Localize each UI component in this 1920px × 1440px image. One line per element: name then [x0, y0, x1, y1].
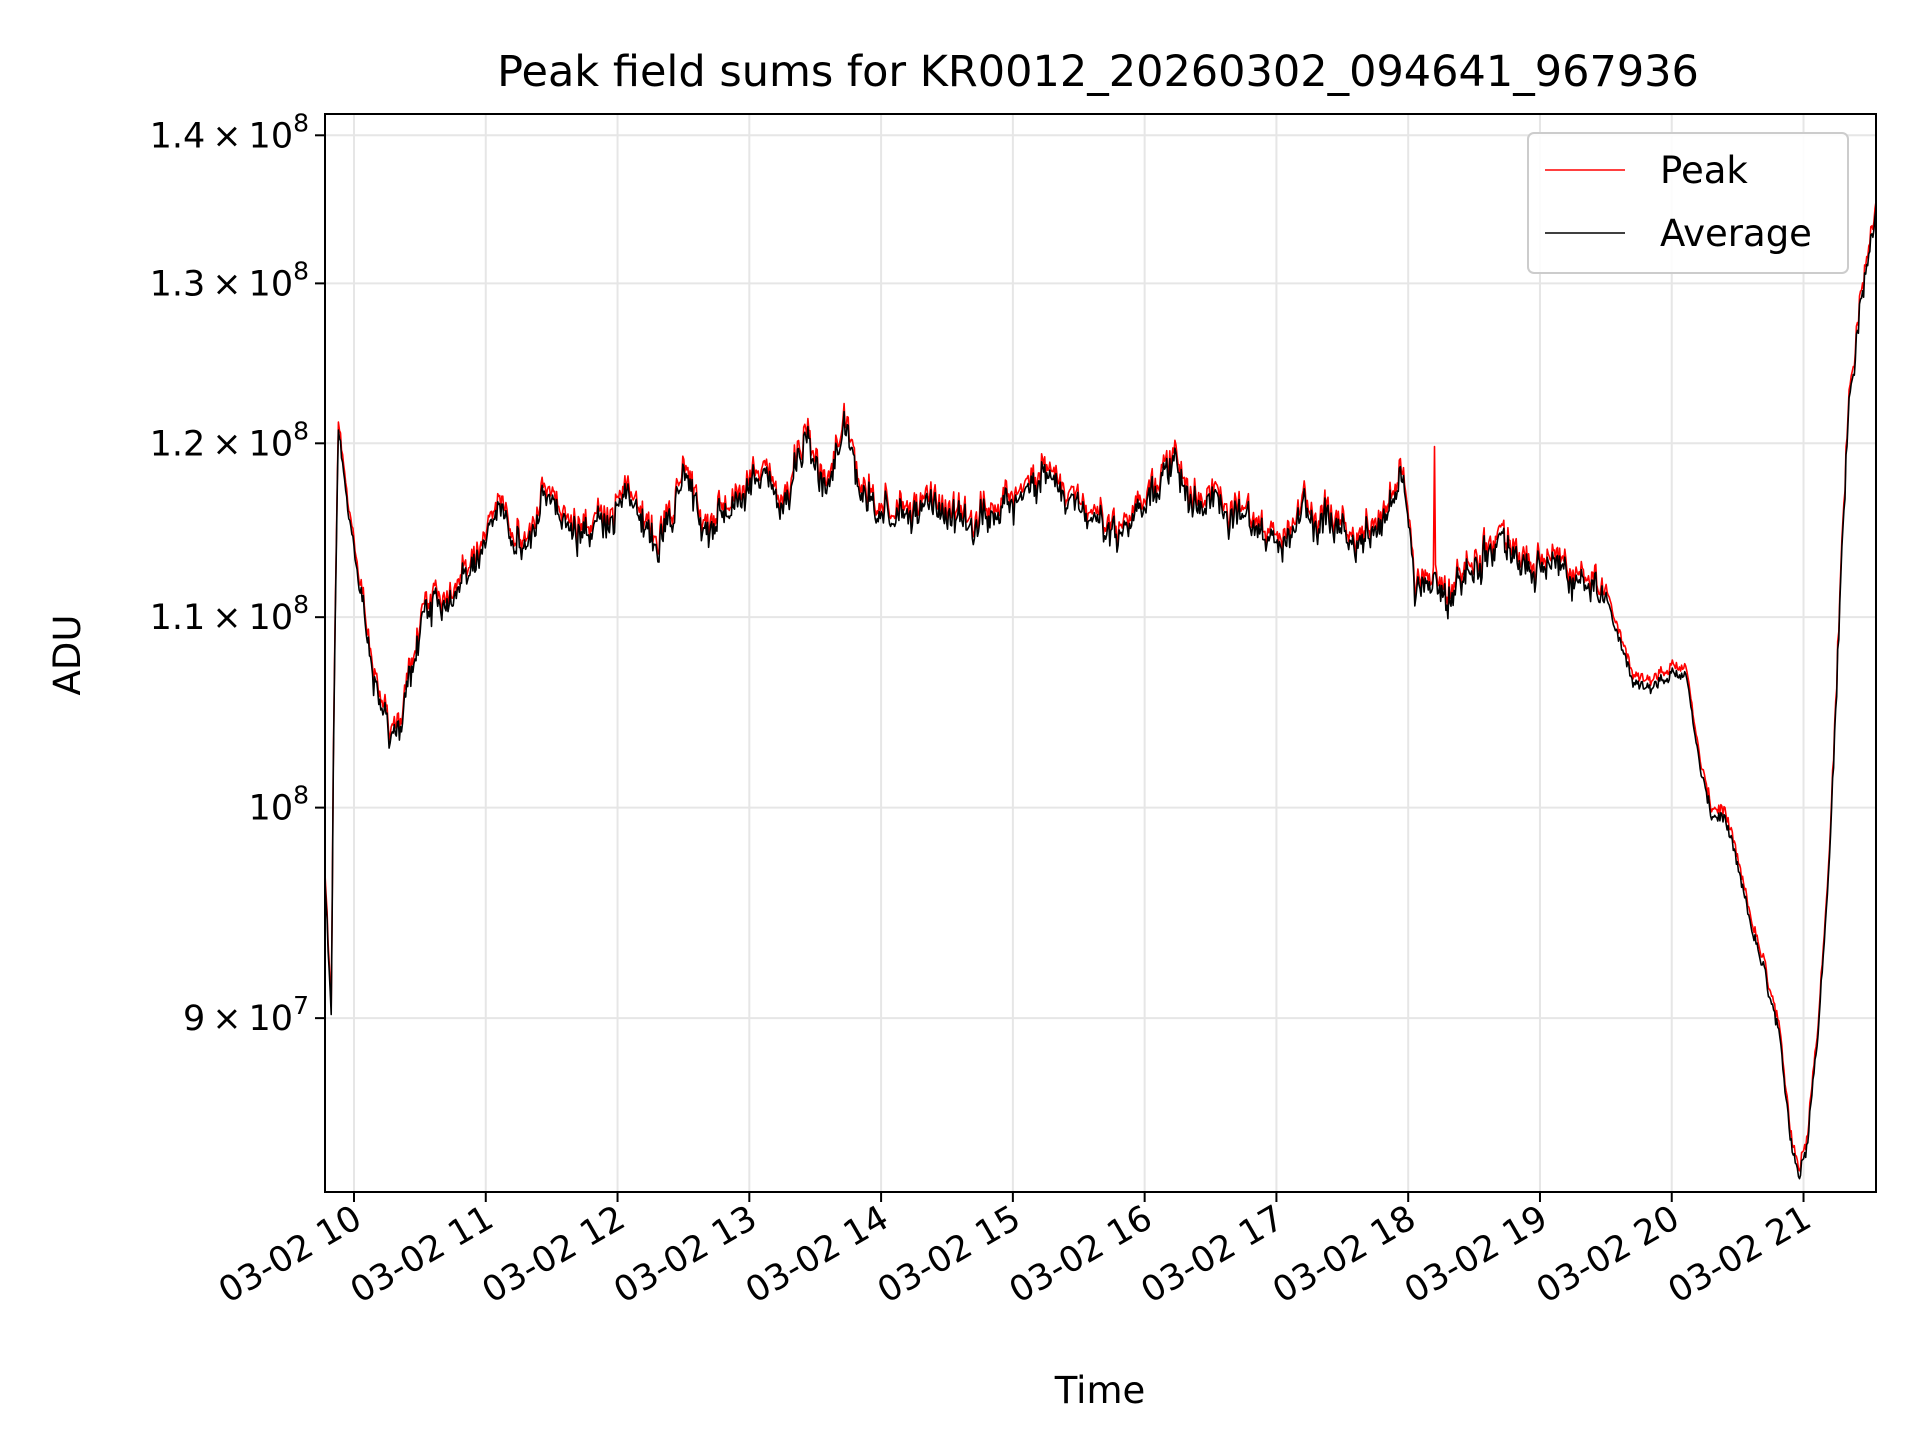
y-axis-label: ADU: [46, 615, 89, 696]
x-tick-label: 03-02 13: [608, 1198, 764, 1311]
legend-box: [1527, 132, 1849, 274]
legend-peak-label: Peak: [1660, 149, 1748, 192]
x-tick-label: 03-02 21: [1662, 1198, 1818, 1311]
x-tick-label: 03-02 10: [212, 1198, 368, 1311]
grid: [325, 114, 1876, 1192]
y-tick-mantissa: 1.3 × 10: [150, 264, 294, 304]
x-tick-label: 03-02 12: [476, 1198, 632, 1311]
x-tick-label: 03-02 14: [739, 1198, 895, 1311]
x-tick-label: 03-02 16: [1003, 1198, 1159, 1311]
y-tick-mantissa: 1.2 × 10: [150, 424, 294, 464]
y-tick-exponent: 8: [293, 590, 309, 619]
y-tick-label: 1.2 × 108: [150, 416, 309, 464]
x-tick-label: 03-02 18: [1266, 1198, 1422, 1311]
y-tick-label: 1.3 × 108: [150, 256, 309, 304]
y-tick-label: 1.1 × 108: [150, 590, 309, 638]
y-tick-label: 9 × 107: [183, 991, 309, 1039]
y-tick-mantissa: 1.4 × 10: [150, 116, 294, 156]
y-tick-mantissa: 1.1 × 10: [150, 598, 294, 638]
y-tick-mantissa: 9 × 10: [183, 999, 293, 1039]
x-tick-label: 03-02 20: [1530, 1198, 1686, 1311]
y-tick-exponent: 8: [293, 416, 309, 445]
series-layer: [324, 201, 1877, 1180]
y-tick-label: 1.4 × 108: [150, 108, 309, 156]
x-tick-label: 03-02 19: [1398, 1198, 1554, 1311]
y-tick-exponent: 8: [293, 781, 309, 810]
x-axis-label: Time: [1054, 1369, 1146, 1412]
chart-title: Peak field sums for KR0012_20260302_0946…: [497, 47, 1699, 97]
y-tick-label: 108: [249, 781, 309, 829]
y-tick-mantissa: 10: [249, 789, 294, 829]
y-tick-exponent: 7: [293, 991, 309, 1020]
series-line-average: [324, 209, 1877, 1180]
x-tick-label: 03-02 11: [344, 1198, 500, 1311]
legend-average-label: Average: [1660, 212, 1812, 255]
legend: Peak Average: [1527, 132, 1849, 274]
plot-frame: [324, 113, 1877, 1193]
x-tick-label: 03-02 15: [871, 1198, 1027, 1311]
series-line-peak: [324, 201, 1877, 1172]
y-tick-exponent: 8: [293, 108, 309, 137]
y-tick-exponent: 8: [293, 256, 309, 285]
x-tick-label: 03-02 17: [1135, 1198, 1291, 1311]
